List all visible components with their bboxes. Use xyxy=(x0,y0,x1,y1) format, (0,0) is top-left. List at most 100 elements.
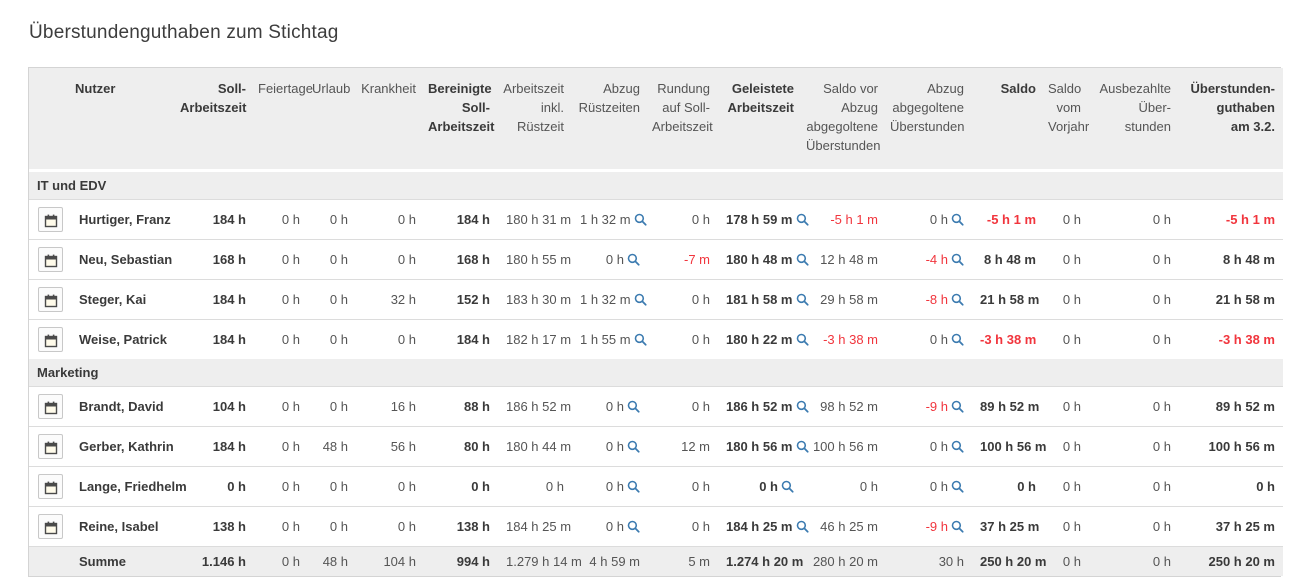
magnifier-icon[interactable] xyxy=(796,213,809,226)
magnifier-icon[interactable] xyxy=(634,333,647,346)
cell-value: 180 h 55 m xyxy=(498,239,572,280)
user-name: Brandt, David xyxy=(71,386,176,427)
cell-text: 0 h xyxy=(329,399,348,415)
calendar-button[interactable] xyxy=(38,247,63,273)
table-row: Gerber, Kathrin 184 h 0 h 48 h 56 h 80 h 180 h… xyxy=(29,426,1283,467)
magnifier-icon[interactable] xyxy=(627,520,640,533)
summary-value: 994 h xyxy=(424,546,498,577)
row-action-cell xyxy=(29,319,71,360)
magnifier-icon[interactable] xyxy=(796,253,809,266)
magnifier-icon[interactable] xyxy=(634,213,647,226)
cell-text: 48 h xyxy=(322,439,348,455)
cell-value: -7 m xyxy=(648,239,718,280)
cell-text: 0 h xyxy=(281,399,300,415)
cell-text: 37 h 25 m xyxy=(980,519,1040,535)
cell-value: -9 h xyxy=(886,386,972,427)
summary-value: 1.279 h 14 m xyxy=(498,546,582,577)
summary-value: 1.146 h xyxy=(176,546,254,577)
magnifier-icon[interactable] xyxy=(627,440,640,453)
cell-text: 0 h xyxy=(281,479,300,495)
magnifier-icon[interactable] xyxy=(796,440,809,453)
cell-value: 0 h xyxy=(572,426,648,467)
cell-value: 0 h xyxy=(972,466,1044,507)
magnifier-icon[interactable] xyxy=(951,520,964,533)
user-name: Reine, Isabel xyxy=(71,506,176,547)
cell-value: -8 h xyxy=(886,279,972,320)
cell-value: 0 h xyxy=(308,199,356,240)
magnifier-icon[interactable] xyxy=(951,480,964,493)
magnifier-icon[interactable] xyxy=(781,480,794,493)
cell-text: -9 h xyxy=(925,519,948,535)
magnifier-icon[interactable] xyxy=(796,520,809,533)
column-header: Bereinigte Soll- Arbeitszeit xyxy=(424,68,498,173)
cell-text: 80 h xyxy=(463,439,490,455)
magnifier-icon[interactable] xyxy=(627,400,640,413)
cell-text: 89 h 52 m xyxy=(980,399,1040,415)
cell-value: 0 h xyxy=(1044,319,1089,360)
overtime-table-el: Nutzer Soll- Arbeitszeit Feiertage Urlaub Kr… xyxy=(29,68,1283,577)
cell-text: -3 h 38 m xyxy=(823,332,878,348)
cell-value: 1 h 55 m xyxy=(572,319,648,360)
cell-text: 0 h xyxy=(605,479,624,495)
magnifier-icon[interactable] xyxy=(634,293,647,306)
cell-value: 0 h xyxy=(648,279,718,320)
cell-value: 0 h xyxy=(572,506,648,547)
cell-value: 100 h 56 m xyxy=(802,426,886,467)
cell-text: 152 h xyxy=(456,292,490,308)
row-action-cell xyxy=(29,199,71,240)
cell-value: 0 h xyxy=(886,199,972,240)
cell-value: 0 h xyxy=(1044,199,1089,240)
calendar-button[interactable] xyxy=(38,514,63,540)
magnifier-icon[interactable] xyxy=(951,440,964,453)
cell-text: 0 h xyxy=(281,212,300,228)
cell-value: 180 h 22 m xyxy=(718,319,809,360)
magnifier-icon[interactable] xyxy=(951,253,964,266)
calendar-button[interactable] xyxy=(38,394,63,420)
cell-text: 280 h 20 m xyxy=(812,554,878,570)
calendar-button[interactable] xyxy=(38,327,63,353)
cell-value: 100 h 56 m xyxy=(1179,426,1283,467)
magnifier-icon[interactable] xyxy=(951,213,964,226)
magnifier-icon[interactable] xyxy=(951,293,964,306)
magnifier-icon[interactable] xyxy=(796,293,809,306)
cell-value: 0 h xyxy=(1089,386,1179,427)
cell-text: 0 h xyxy=(929,479,948,495)
magnifier-icon[interactable] xyxy=(951,333,964,346)
cell-text: 1.279 h 14 m xyxy=(506,554,582,570)
calendar-button[interactable] xyxy=(38,474,63,500)
magnifier-icon[interactable] xyxy=(627,253,640,266)
cell-text: 0 h xyxy=(329,519,348,535)
cell-text: -8 h xyxy=(925,292,948,308)
calendar-button[interactable] xyxy=(38,287,63,313)
cell-value: 0 h xyxy=(648,199,718,240)
column-header: Saldo xyxy=(972,68,1044,173)
cell-text: 184 h xyxy=(212,292,246,308)
cell-text: 180 h 55 m xyxy=(506,252,572,268)
cell-text: 16 h xyxy=(390,399,416,415)
magnifier-icon[interactable] xyxy=(796,333,809,346)
cell-value: 184 h xyxy=(176,199,254,240)
cell-text: 0 h xyxy=(329,332,348,348)
row-action-cell xyxy=(29,239,71,280)
cell-value: 0 h xyxy=(1089,506,1179,547)
cell-value: -9 h xyxy=(886,506,972,547)
calendar-button[interactable] xyxy=(38,434,63,460)
cell-text: 0 h xyxy=(605,519,624,535)
cell-value: 0 h xyxy=(572,386,648,427)
cell-text: 56 h xyxy=(390,439,416,455)
cell-value: 0 h xyxy=(648,506,718,547)
cell-text: 250 h 20 m xyxy=(1208,554,1276,570)
magnifier-icon[interactable] xyxy=(627,480,640,493)
cell-text: 0 h xyxy=(397,212,416,228)
cell-text: 0 h xyxy=(471,479,490,495)
magnifier-icon[interactable] xyxy=(951,400,964,413)
cell-text: 178 h 59 m xyxy=(726,212,793,228)
cell-value: 0 h xyxy=(254,506,308,547)
cell-text: -9 h xyxy=(925,399,948,415)
magnifier-icon[interactable] xyxy=(796,400,809,413)
calendar-icon xyxy=(44,214,57,228)
cell-text: -3 h 38 m xyxy=(1218,332,1275,348)
cell-text: 0 h xyxy=(1017,479,1036,495)
cell-value: 0 h xyxy=(1089,199,1179,240)
calendar-button[interactable] xyxy=(38,207,63,233)
